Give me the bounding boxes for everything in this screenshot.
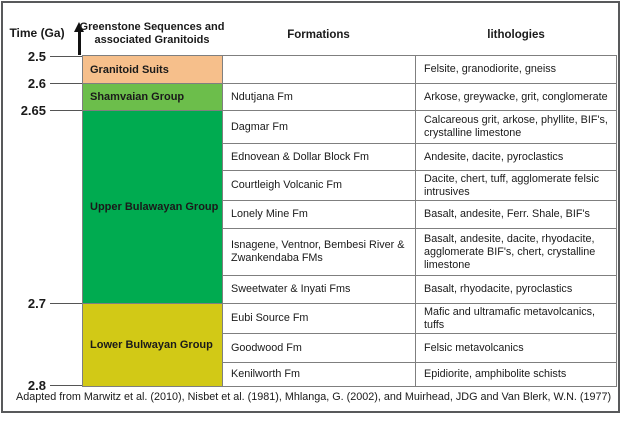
lithology-cell: Andesite, dacite, pyroclastics (416, 144, 616, 170)
formation-cell: Sweetwater & Inyati Fms (223, 276, 416, 303)
lithology-cell: Basalt, rhyodacite, pyroclastics (416, 276, 616, 303)
formation-cell: Kenilworth Fm (223, 363, 416, 386)
formations-lithologies-table: Felsite, granodiorite, gneiss Ndutjana F… (222, 55, 617, 387)
table-row: Courtleigh Volcanic Fm Dacite, chert, tu… (223, 171, 616, 201)
column-header-formations: Formations (287, 29, 350, 41)
time-tick-2-5: 2.5 (8, 48, 82, 64)
lithology-cell: Basalt, andesite, dacite, rhyodacite, ag… (416, 229, 616, 275)
formation-cell: Courtleigh Volcanic Fm (223, 171, 416, 200)
formation-cell: Lonely Mine Fm (223, 201, 416, 228)
lithology-text: Mafic and ultramafic metavolcanics, tuff… (424, 305, 596, 331)
table-row: Dagmar Fm Calcareous grit, arkose, phyll… (223, 111, 616, 144)
group-shamvaian: Shamvaian Group (83, 84, 222, 111)
group-label: Granitoid Suits (90, 63, 169, 76)
formation-cell: Isnagene, Ventnor, Bembesi River & Zwank… (223, 229, 416, 275)
table-row: Isnagene, Ventnor, Bembesi River & Zwank… (223, 229, 616, 276)
time-tick-2-6: 2.6 (8, 75, 82, 91)
tick-line (50, 82, 82, 84)
lithology-text: Andesite, dacite, pyroclastics (424, 150, 564, 163)
tick-line (50, 384, 82, 386)
formation-cell: Eubi Source Fm (223, 304, 416, 333)
formation-text: Kenilworth Fm (231, 368, 300, 380)
time-axis-arrow-icon (74, 22, 84, 55)
table-row: Lonely Mine Fm Basalt, andesite, Ferr. S… (223, 201, 616, 229)
table-row: Ednovean & Dollar Block Fm Andesite, dac… (223, 144, 616, 171)
lithology-text: Basalt, andesite, Ferr. Shale, BIF's (424, 208, 590, 220)
formation-cell: Dagmar Fm (223, 111, 416, 143)
formation-text: Sweetwater & Inyati Fms (231, 283, 351, 295)
lithology-text: Calcareous grit, arkose, phyllite, BIF's… (424, 114, 608, 139)
group-label: Lower Bulwayan Group (90, 339, 213, 351)
tick-label: 2.8 (27, 377, 46, 393)
lithology-cell: Felsite, granodiorite, gneiss (416, 56, 616, 83)
lithology-text: Epidiorite, amphibolite schists (424, 368, 567, 380)
formation-text: Ndutjana Fm (231, 90, 293, 103)
lithology-cell: Basalt, andesite, Ferr. Shale, BIF's (416, 201, 616, 228)
group-lower-bulwayan: Lower Bulwayan Group (83, 304, 222, 386)
lithology-text: Basalt, andesite, dacite, rhyodacite, ag… (424, 232, 596, 271)
formation-cell (223, 56, 416, 83)
table-row: Eubi Source Fm Mafic and ultramafic meta… (223, 304, 616, 334)
lithology-text: Basalt, rhyodacite, pyroclastics (424, 283, 573, 295)
lithology-text: Felsic metavolcanics (424, 341, 524, 354)
group-label: Upper Bulawayan Group (90, 201, 219, 213)
arrow-shaft (78, 30, 81, 55)
tick-line (50, 302, 82, 304)
table-row: Goodwood Fm Felsic metavolcanics (223, 334, 616, 363)
arrow-head (74, 22, 84, 32)
column-header-lithologies: lithologies (487, 29, 545, 41)
tick-line (50, 55, 82, 57)
tick-label: 2.65 (20, 102, 46, 118)
formation-text: Ednovean & Dollar Block Fm (231, 150, 370, 163)
formation-text: Lonely Mine Fm (231, 208, 308, 220)
lithology-cell: Epidiorite, amphibolite schists (416, 363, 616, 386)
formation-cell: Goodwood Fm (223, 334, 416, 362)
time-axis-label: Time (Ga) (9, 26, 65, 40)
formation-text: Isnagene, Ventnor, Bembesi River & Zwank… (231, 239, 405, 264)
time-tick-2-65: 2.65 (8, 102, 82, 118)
formation-text: Goodwood Fm (231, 341, 302, 354)
table-row: Kenilworth Fm Epidiorite, amphibolite sc… (223, 363, 616, 386)
figure-caption: Adapted from Marwitz et al. (2010), Nisb… (16, 391, 612, 403)
lithology-text: Felsite, granodiorite, gneiss (424, 63, 557, 75)
formation-text: Dagmar Fm (231, 120, 288, 133)
time-tick-2-7: 2.7 (8, 295, 82, 311)
time-tick-2-8: 2.8 (8, 377, 82, 393)
lithology-cell: Arkose, greywacke, grit, conglomerate (416, 84, 616, 110)
table-row: Felsite, granodiorite, gneiss (223, 56, 616, 84)
lithology-cell: Calcareous grit, arkose, phyllite, BIF's… (416, 111, 616, 143)
group-upper-bulawayan: Upper Bulawayan Group (83, 111, 222, 304)
lithology-text: Arkose, greywacke, grit, conglomerate (424, 90, 608, 103)
lithology-text: Dacite, chert, tuff, agglomerate felsic … (424, 172, 600, 198)
table-row: Sweetwater & Inyati Fms Basalt, rhyodaci… (223, 276, 616, 304)
tick-label: 2.7 (27, 295, 46, 311)
tick-line (50, 109, 82, 111)
formation-text: Eubi Source Fm (231, 312, 309, 324)
formation-cell: Ndutjana Fm (223, 84, 416, 110)
tick-label: 2.5 (27, 48, 46, 64)
lithology-cell: Felsic metavolcanics (416, 334, 616, 362)
lithology-cell: Mafic and ultramafic metavolcanics, tuff… (416, 304, 616, 333)
formation-text: Courtleigh Volcanic Fm (231, 179, 343, 191)
column-header-sequences: Greenstone Sequences and associated Gran… (79, 21, 225, 46)
lithology-cell: Dacite, chert, tuff, agglomerate felsic … (416, 171, 616, 200)
table-row: Ndutjana Fm Arkose, greywacke, grit, con… (223, 84, 616, 111)
tick-label: 2.6 (27, 75, 46, 91)
group-granitoid-suits: Granitoid Suits (83, 56, 222, 84)
group-label: Shamvaian Group (90, 91, 185, 103)
greenstone-sequence-column: Granitoid Suits Shamvaian Group Upper Bu… (82, 55, 223, 387)
formation-cell: Ednovean & Dollar Block Fm (223, 144, 416, 170)
